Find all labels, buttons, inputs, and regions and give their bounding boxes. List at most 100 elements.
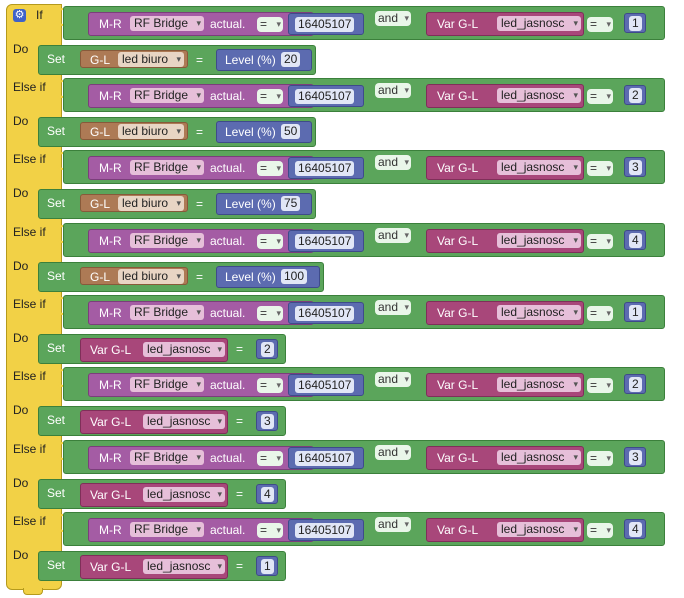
value-number-block[interactable]: 1 — [624, 13, 646, 33]
variable-block[interactable]: Var G-L led_jasnosc — [426, 373, 584, 397]
value-number-block[interactable]: 4 — [624, 230, 646, 250]
output-device-dropdown[interactable]: led biuro — [118, 124, 184, 139]
if-else-block[interactable] — [6, 4, 62, 595]
condition-block[interactable]: M-R RF Bridge actual. = 16405107 and Var G-L le… — [63, 295, 665, 329]
and-operator-dropdown[interactable]: and — [375, 517, 411, 532]
value-number-block[interactable]: 1 — [624, 302, 646, 322]
value[interactable]: 2 — [261, 342, 274, 357]
condition-block[interactable]: M-R RF Bridge actual. = 16405107 and Var G-L le… — [63, 6, 665, 40]
value[interactable]: 1 — [261, 559, 274, 574]
variable-dropdown[interactable]: led_jasnosc — [497, 88, 581, 103]
operator-dropdown[interactable]: = — [257, 306, 283, 321]
condition-block[interactable]: M-R RF Bridge actual. = 16405107 and Var G-L le… — [63, 150, 665, 184]
condition-block[interactable]: M-R RF Bridge actual. = 16405107 and Var G-L le… — [63, 512, 665, 546]
set-statement-block[interactable]: Set G-L led biuro = Level (%) 75 — [38, 189, 316, 219]
set-statement-block[interactable]: Set G-L led biuro = Level (%) 100 — [38, 262, 324, 292]
value-number-block[interactable]: 2 — [624, 85, 646, 105]
level-value[interactable]: 75 — [281, 196, 301, 211]
code-value[interactable]: 16405107 — [295, 161, 355, 176]
output-device-block[interactable]: G-L led biuro — [80, 194, 188, 212]
level-block[interactable]: Level (%) 50 — [216, 121, 312, 143]
operator-dropdown[interactable]: = — [257, 451, 283, 466]
variable-block[interactable]: Var G-L led_jasnosc — [80, 483, 228, 507]
value[interactable]: 3 — [629, 160, 642, 175]
operator-dropdown[interactable]: = — [257, 378, 283, 393]
device-dropdown[interactable]: RF Bridge — [130, 16, 204, 31]
and-operator-dropdown[interactable]: and — [375, 228, 411, 243]
value[interactable]: 4 — [629, 522, 642, 537]
device-dropdown[interactable]: RF Bridge — [130, 377, 204, 392]
variable-block[interactable]: Var G-L led_jasnosc — [426, 446, 584, 470]
output-device-block[interactable]: G-L led biuro — [80, 122, 188, 140]
code-value[interactable]: 16405107 — [295, 89, 355, 104]
set-statement-block[interactable]: Set Var G-L led_jasnosc = 3 — [38, 406, 286, 436]
value-number-block[interactable]: 1 — [256, 556, 278, 576]
condition-block[interactable]: M-R RF Bridge actual. = 16405107 and Var G-L le… — [63, 440, 665, 474]
condition-block[interactable]: M-R RF Bridge actual. = 16405107 and Var G-L le… — [63, 367, 665, 401]
level-value[interactable]: 50 — [281, 124, 301, 139]
level-block[interactable]: Level (%) 75 — [216, 193, 312, 215]
gear-icon[interactable]: ⚙ — [13, 9, 26, 22]
sensor-block[interactable]: M-R RF Bridge actual. — [88, 84, 314, 108]
code-number-block[interactable]: 16405107 — [288, 157, 364, 179]
operator-dropdown[interactable]: = — [257, 523, 283, 538]
device-dropdown[interactable]: RF Bridge — [130, 522, 204, 537]
code-number-block[interactable]: 16405107 — [288, 302, 364, 324]
code-value[interactable]: 16405107 — [295, 451, 355, 466]
variable-block[interactable]: Var G-L led_jasnosc — [426, 229, 584, 253]
device-dropdown[interactable]: RF Bridge — [130, 160, 204, 175]
and-operator-dropdown[interactable]: and — [375, 11, 411, 26]
and-operator-dropdown[interactable]: and — [375, 372, 411, 387]
value-number-block[interactable]: 4 — [256, 484, 278, 504]
variable-dropdown[interactable]: led_jasnosc — [497, 305, 581, 320]
sensor-block[interactable]: M-R RF Bridge actual. — [88, 12, 314, 36]
set-statement-block[interactable]: Set G-L led biuro = Level (%) 20 — [38, 45, 316, 75]
variable-block[interactable]: Var G-L led_jasnosc — [426, 12, 584, 36]
level-block[interactable]: Level (%) 20 — [216, 49, 312, 71]
sensor-block[interactable]: M-R RF Bridge actual. — [88, 446, 314, 470]
value-number-block[interactable]: 2 — [624, 374, 646, 394]
output-device-dropdown[interactable]: led biuro — [118, 196, 184, 211]
value[interactable]: 4 — [261, 487, 274, 502]
value-number-block[interactable]: 3 — [256, 411, 278, 431]
operator-dropdown[interactable]: = — [587, 89, 613, 104]
value[interactable]: 2 — [629, 88, 642, 103]
and-operator-dropdown[interactable]: and — [375, 445, 411, 460]
output-device-block[interactable]: G-L led biuro — [80, 50, 188, 68]
variable-block[interactable]: Var G-L led_jasnosc — [426, 518, 584, 542]
code-value[interactable]: 16405107 — [295, 234, 355, 249]
variable-dropdown[interactable]: led_jasnosc — [143, 414, 225, 429]
output-device-dropdown[interactable]: led biuro — [118, 52, 184, 67]
variable-block[interactable]: Var G-L led_jasnosc — [80, 338, 228, 362]
output-device-block[interactable]: G-L led biuro — [80, 267, 188, 285]
value[interactable]: 1 — [629, 305, 642, 320]
operator-dropdown[interactable]: = — [587, 523, 613, 538]
variable-dropdown[interactable]: led_jasnosc — [497, 16, 581, 31]
operator-dropdown[interactable]: = — [587, 17, 613, 32]
operator-dropdown[interactable]: = — [587, 234, 613, 249]
condition-block[interactable]: M-R RF Bridge actual. = 16405107 and Var G-L le… — [63, 78, 665, 112]
and-operator-dropdown[interactable]: and — [375, 300, 411, 315]
set-statement-block[interactable]: Set Var G-L led_jasnosc = 2 — [38, 334, 286, 364]
output-device-dropdown[interactable]: led biuro — [118, 269, 184, 284]
variable-dropdown[interactable]: led_jasnosc — [143, 342, 225, 357]
operator-dropdown[interactable]: = — [587, 161, 613, 176]
operator-dropdown[interactable]: = — [587, 451, 613, 466]
and-operator-dropdown[interactable]: and — [375, 155, 411, 170]
code-number-block[interactable]: 16405107 — [288, 85, 364, 107]
operator-dropdown[interactable]: = — [587, 306, 613, 321]
variable-dropdown[interactable]: led_jasnosc — [497, 450, 581, 465]
code-number-block[interactable]: 16405107 — [288, 374, 364, 396]
variable-dropdown[interactable]: led_jasnosc — [143, 559, 225, 574]
variable-block[interactable]: Var G-L led_jasnosc — [426, 84, 584, 108]
value[interactable]: 4 — [629, 233, 642, 248]
set-statement-block[interactable]: Set Var G-L led_jasnosc = 1 — [38, 551, 286, 581]
value-number-block[interactable]: 4 — [624, 519, 646, 539]
code-number-block[interactable]: 16405107 — [288, 230, 364, 252]
variable-dropdown[interactable]: led_jasnosc — [497, 522, 581, 537]
variable-dropdown[interactable]: led_jasnosc — [497, 377, 581, 392]
variable-dropdown[interactable]: led_jasnosc — [497, 233, 581, 248]
operator-dropdown[interactable]: = — [257, 89, 283, 104]
variable-block[interactable]: Var G-L led_jasnosc — [80, 410, 228, 434]
